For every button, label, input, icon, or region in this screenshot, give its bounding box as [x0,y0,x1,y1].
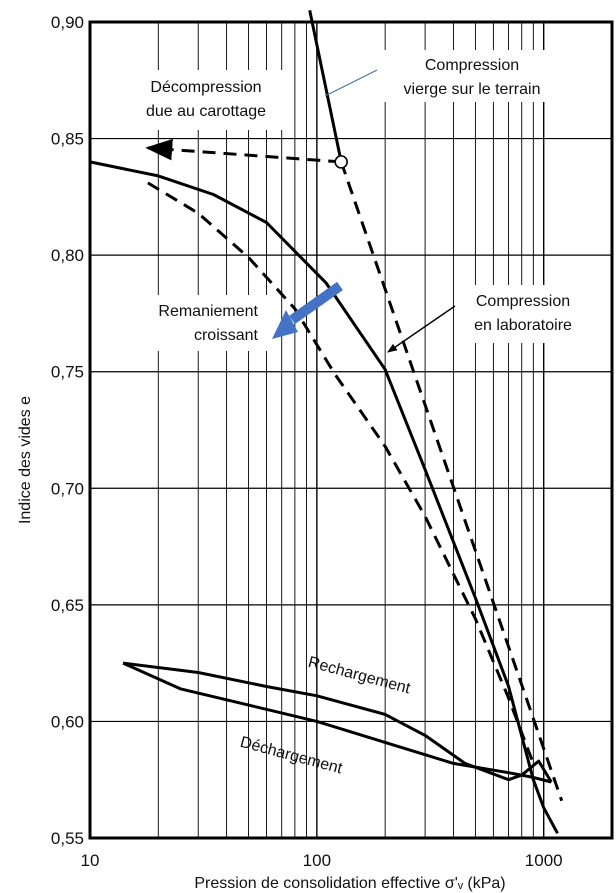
series-field-extension [339,161,564,802]
grid [90,21,612,839]
x-tick-label: 1000 [525,851,563,870]
y-tick-label: 0,70 [51,479,84,498]
series-remoulded [147,181,535,764]
annotation-decompression: Décompression due au carottage [146,79,266,120]
y-tick-label: 0,60 [51,712,84,731]
y-tick-label: 0,80 [51,246,84,265]
y-tick-label: 0,55 [51,829,84,848]
annotation-bg-decompression [118,70,290,130]
annotation-reloading: Rechargement [306,654,412,698]
y-tick-label: 0,65 [51,596,84,615]
y-axis-label: Indice des vides e [17,396,34,524]
y-tick-label: 0,85 [51,130,84,149]
series-group [89,9,564,835]
leader-line-virgin [324,69,378,97]
field-state-point [334,155,348,169]
plot-frame [88,20,614,840]
annotation-lab: Compression en laboratoire [474,293,572,334]
annotations: Décompression due au carottage Compression… [118,50,590,778]
tick-labels: 0,90 0,85 0,80 0,75 0,70 0,65 0,60 0,55 10 100 100… [51,13,563,870]
series-unloading [122,661,552,784]
x-tick-label: 10 [81,851,100,870]
y-tick-label: 0,90 [51,13,84,32]
annotation-remoulding: Remaniement croissant [158,303,258,344]
x-axis-label: Pression de consolidation effective σ'ᵥ … [194,875,505,892]
series-decompression [145,138,342,164]
series-lab-compression [89,160,559,835]
annotation-virgin: Compression vierge sur le terrain [404,57,541,98]
series-field-virgin [308,9,343,163]
remoulding-arrow-shaft [289,281,343,325]
annotation-bg-remoulding [122,295,272,351]
series-reloading [122,661,553,783]
annotation-bg-virgin [375,50,570,102]
annotation-unloading: Déchargement [238,734,344,778]
y-tick-label: 0,75 [51,363,84,382]
leader-line-lab [387,305,456,353]
remoulding-arrow-head [272,310,298,339]
x-tick-label: 100 [303,851,331,870]
annotation-bg-lab [455,285,590,343]
